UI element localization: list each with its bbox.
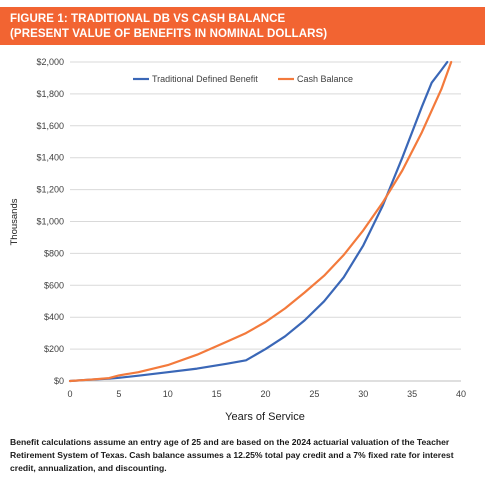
x-tick-label: 30 — [358, 389, 368, 399]
y-tick-label: $600 — [44, 280, 64, 290]
x-tick-label: 10 — [163, 389, 173, 399]
x-tick-label: 5 — [116, 389, 121, 399]
y-tick-label: $800 — [44, 248, 64, 258]
y-tick-label: $1,600 — [36, 121, 64, 131]
y-tick-label: $2,000 — [36, 57, 64, 67]
y-axis-title: Thousands — [9, 198, 20, 245]
figure-title-line-1: FIGURE 1: TRADITIONAL DB VS CASH BALANCE — [10, 13, 286, 25]
series-line-traditional-db — [68, 60, 449, 383]
y-tick-label: $200 — [44, 344, 64, 354]
y-tick-label: $1,000 — [36, 217, 64, 227]
x-tick-label: 40 — [456, 389, 466, 399]
line-chart: $0 $200 $400 $600 $800 $1,000 $1,200 $1,400 $1,6… — [9, 57, 466, 423]
axes: $0 $200 $400 $600 $800 $1,000 $1,200 $1,400 $1,6… — [36, 57, 466, 399]
y-tick-label: $0 — [54, 376, 64, 386]
series-lines — [68, 60, 453, 383]
y-tick-label: $1,400 — [36, 153, 64, 163]
x-tick-label: 25 — [309, 389, 319, 399]
figure-title-banner: FIGURE 1: TRADITIONAL DB VS CASH BALANCE… — [0, 7, 485, 45]
y-tick-label: $400 — [44, 312, 64, 322]
figure-title-line-2: (PRESENT VALUE OF BENEFITS IN NOMINAL DO… — [10, 28, 328, 40]
x-axis-title: Years of Service — [225, 411, 305, 423]
y-tick-label: $1,200 — [36, 185, 64, 195]
y-tick-label: $1,800 — [36, 89, 64, 99]
legend-label-cash-balance: Cash Balance — [297, 74, 353, 84]
legend-label-traditional-db: Traditional Defined Benefit — [152, 74, 258, 84]
gridlines — [70, 61, 461, 350]
series-line-cash-balance — [68, 60, 453, 383]
x-tick-label: 20 — [260, 389, 270, 399]
footnote: Benefit calculations assume an entry age… — [10, 437, 454, 473]
legend: Traditional Defined Benefit Cash Balance — [133, 74, 353, 84]
x-tick-label: 0 — [67, 389, 72, 399]
x-tick-label: 35 — [407, 389, 417, 399]
x-tick-label: 15 — [212, 389, 222, 399]
